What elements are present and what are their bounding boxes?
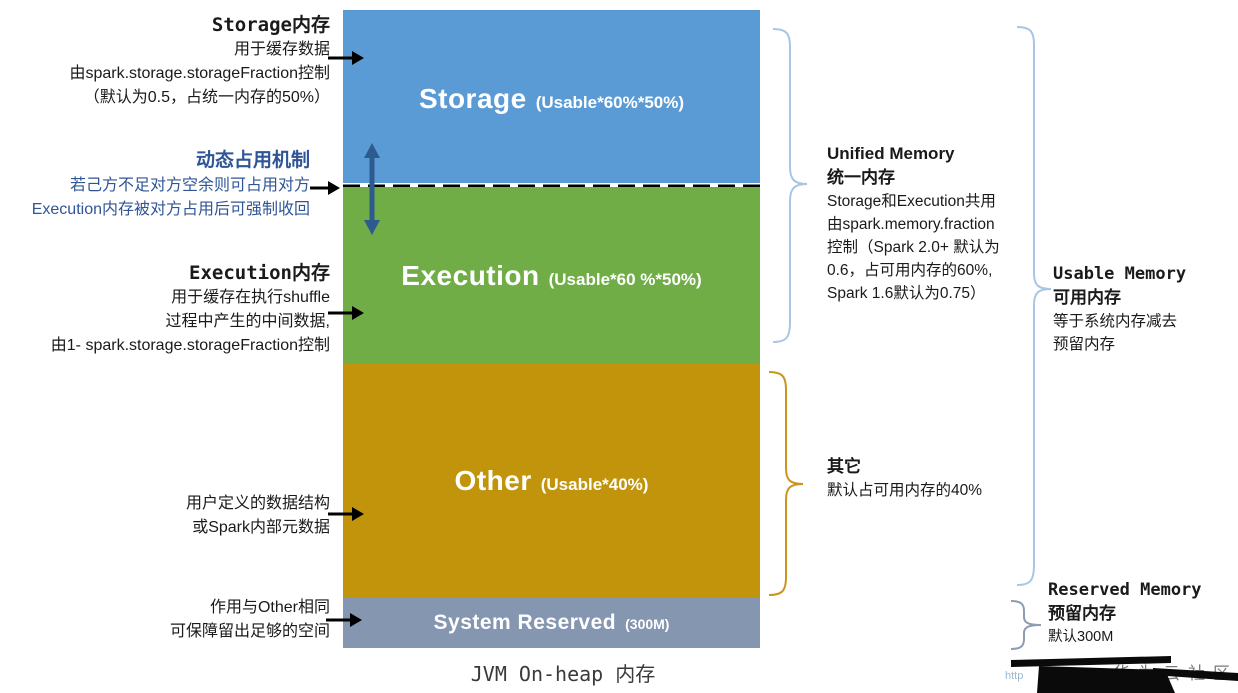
unified-title-en: Unified Memory <box>827 144 955 163</box>
execution-annotation: Execution内存 用于缓存在执行shuffle 过程中产生的中间数据, 由… <box>51 260 330 358</box>
usable-memory-brace <box>1016 26 1052 586</box>
unified-memory-annotation: Unified Memory 统一内存 Storage和Execution共用 … <box>827 142 1000 305</box>
dynamic-annotation-line: 若己方不足对方空余则可占用对方 <box>69 177 310 194</box>
other-annotation: 用户定义的数据结构 或Spark内部元数据 <box>186 492 330 540</box>
usable-title-zh: 可用内存 <box>1053 288 1121 307</box>
other-block: Other (Usable*40%) <box>343 364 760 598</box>
other-title-zh: 其它 <box>827 457 861 476</box>
other-right-annotation: 其它 默认占可用内存的40% <box>827 455 982 502</box>
reserved-memory-brace <box>1010 600 1042 650</box>
other-block-name: Other <box>454 465 532 496</box>
dynamic-annotation-line: Execution内存被对方占用后可强制收回 <box>31 201 310 218</box>
system-reserved-annotation: 作用与Other相同 可保障留出足够的空间 <box>170 596 330 644</box>
usable-title-en: Usable Memory <box>1053 264 1187 284</box>
storage-block-label: Storage (Usable*60%*50%) <box>419 83 684 115</box>
dashed-boundary-line <box>343 183 760 190</box>
execution-annotation-title: Execution内存 <box>189 262 330 284</box>
other-annotation-line: 用户定义的数据结构 <box>185 495 330 512</box>
storage-annotation-title: Storage内存 <box>211 14 330 36</box>
execution-block-detail: (Usable*60 %*50%) <box>548 269 702 289</box>
unified-line: 由spark.memory.fraction <box>827 216 995 233</box>
usable-line: 等于系统内存减去 <box>1053 313 1178 330</box>
watermark-url-fragment: http <box>1005 670 1024 682</box>
other-block-label: Other (Usable*40%) <box>455 465 649 497</box>
execution-annotation-line: 由1- spark.storage.storageFraction控制 <box>50 337 330 354</box>
dynamic-annotation-title: 动态占用机制 <box>195 150 310 171</box>
usable-memory-annotation: Usable Memory 可用内存 等于系统内存减去 预留内存 <box>1053 262 1186 356</box>
execution-arrow-icon <box>328 306 364 320</box>
execution-block: Execution (Usable*60 %*50%) <box>343 187 760 364</box>
system-reserved-block-detail: (300M) <box>625 616 670 632</box>
system-reserved-block: System Reserved (300M) <box>343 598 760 648</box>
system-arrow-icon <box>326 613 362 627</box>
watermark: 华为云社区 http <box>1003 654 1238 693</box>
reserved-memory-annotation: Reserved Memory 预留内存 默认300M <box>1048 578 1202 649</box>
storage-annotation: Storage内存 用于缓存数据 由spark.storage.storageF… <box>69 12 330 110</box>
execution-annotation-line: 用于缓存在执行shuffle <box>171 289 330 306</box>
unified-line: Spark 1.6默认为0.75） <box>827 285 986 302</box>
execution-block-label: Execution (Usable*60 %*50%) <box>401 260 701 292</box>
execution-block-name: Execution <box>401 259 540 291</box>
other-annotation-line: 或Spark内部元数据 <box>192 519 330 536</box>
reserved-title-en: Reserved Memory <box>1048 580 1202 600</box>
storage-block-detail: (Usable*60%*50%) <box>535 92 685 112</box>
reserved-line: 默认300M <box>1048 629 1114 645</box>
dynamic-occupancy-annotation: 动态占用机制 若己方不足对方空余则可占用对方 Execution内存被对方占用后… <box>32 148 310 222</box>
other-brace <box>768 371 804 596</box>
other-right-line: 默认占可用内存的40% <box>827 482 983 499</box>
unified-line: 控制（Spark 2.0+ 默认为 <box>827 239 1000 256</box>
storage-annotation-line: （默认为0.5，占统一内存的50%） <box>83 89 330 106</box>
storage-block: Storage (Usable*60%*50%) <box>343 10 760 187</box>
storage-annotation-line: 用于缓存数据 <box>233 41 330 58</box>
other-block-detail: (Usable*40%) <box>540 475 649 494</box>
system-reserved-block-name: System Reserved <box>433 611 617 634</box>
diagram-title: JVM On-heap 内存 <box>470 662 656 686</box>
watermark-strikethrough-icon <box>1011 656 1238 693</box>
other-arrow-icon <box>328 507 364 521</box>
dynamic-arrow-icon <box>310 181 340 195</box>
execution-annotation-line: 过程中产生的中间数据, <box>165 313 330 330</box>
system-annotation-line: 可保障留出足够的空间 <box>169 623 330 640</box>
storage-arrow-icon <box>328 51 364 65</box>
unified-memory-brace <box>772 28 808 343</box>
reserved-title-zh: 预留内存 <box>1048 604 1116 623</box>
unified-title-zh: 统一内存 <box>827 168 895 187</box>
system-annotation-line: 作用与Other相同 <box>209 599 330 616</box>
unified-line: Storage和Execution共用 <box>827 193 996 210</box>
unified-line: 0.6，占可用内存的60%, <box>827 262 993 279</box>
system-reserved-block-label: System Reserved (300M) <box>434 611 670 635</box>
storage-annotation-line: 由spark.storage.storageFraction控制 <box>69 65 330 82</box>
storage-block-name: Storage <box>418 82 527 114</box>
usable-line: 预留内存 <box>1053 336 1116 353</box>
double-arrow-icon <box>364 143 380 235</box>
